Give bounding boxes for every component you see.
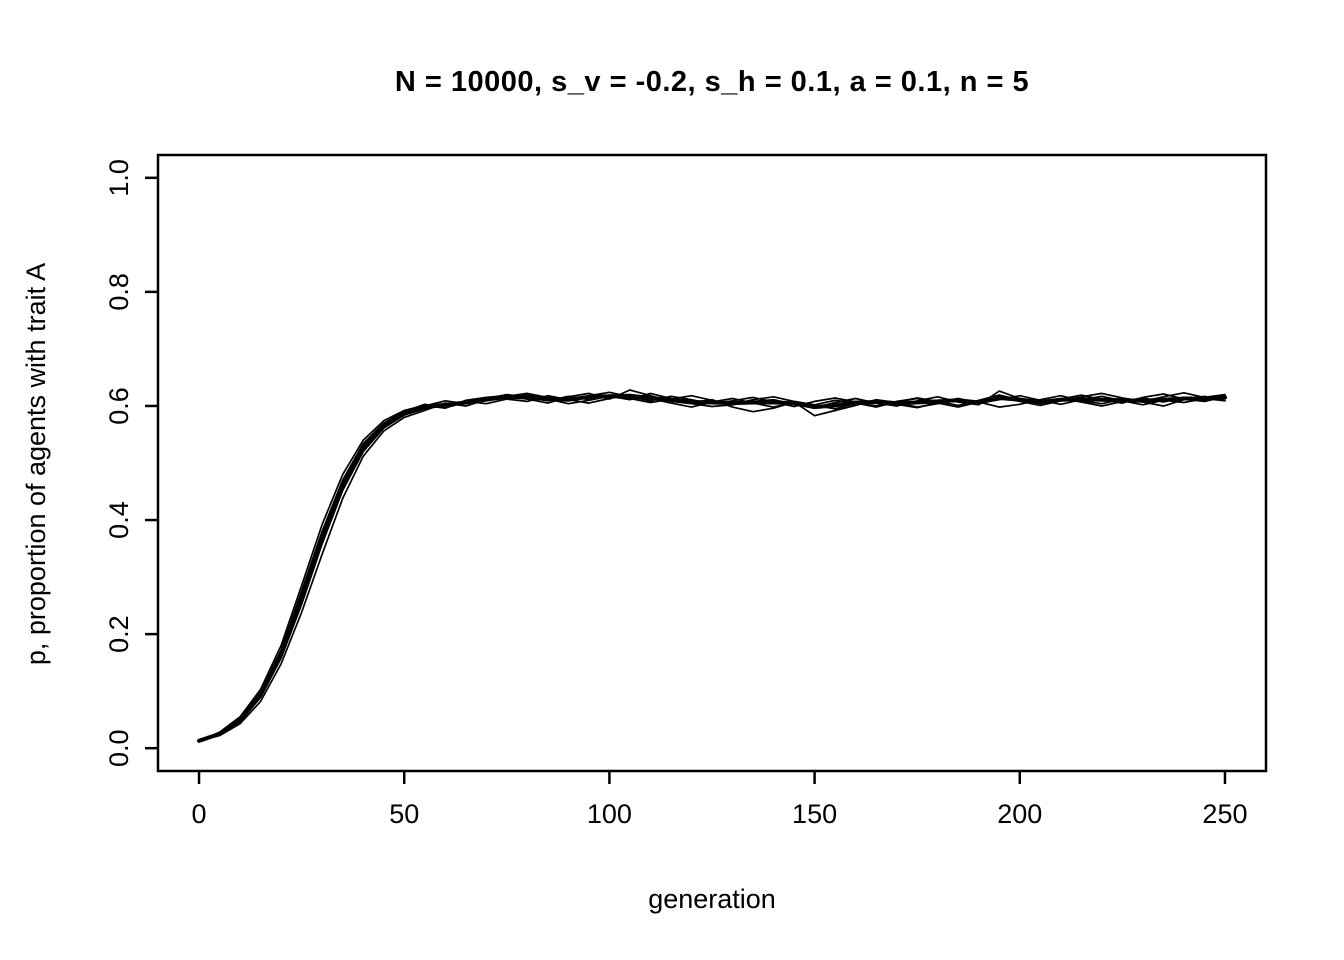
x-tick-label: 250 [1202, 799, 1247, 829]
y-tick-label: 0.2 [104, 615, 134, 653]
chart-title: N = 10000, s_v = -0.2, s_h = 0.1, a = 0.… [394, 66, 1030, 98]
simulation-run-line [198, 389, 1226, 743]
y-tick-label: 0.0 [104, 729, 134, 767]
simulation-run-line [198, 393, 1226, 742]
y-tick-label: 0.4 [104, 501, 134, 539]
x-tick-label: 200 [997, 799, 1042, 829]
simulation-run-line [198, 391, 1226, 742]
x-tick-label: 100 [587, 799, 632, 829]
simulation-run-line [198, 393, 1226, 743]
x-tick-label: 150 [792, 799, 837, 829]
y-axis-title: p, proportion of agents with trait A [21, 262, 51, 666]
mean-line [197, 393, 1227, 743]
y-tick-label: 0.6 [104, 387, 134, 425]
simulation-run-line [198, 392, 1226, 742]
plot-border [156, 153, 1268, 773]
x-axis-title: generation [648, 884, 776, 914]
x-tick-label: 50 [389, 799, 419, 829]
y-tick-label: 0.8 [104, 273, 134, 311]
y-tick-label: 1.0 [104, 159, 134, 197]
x-tick-label: 0 [192, 799, 207, 829]
